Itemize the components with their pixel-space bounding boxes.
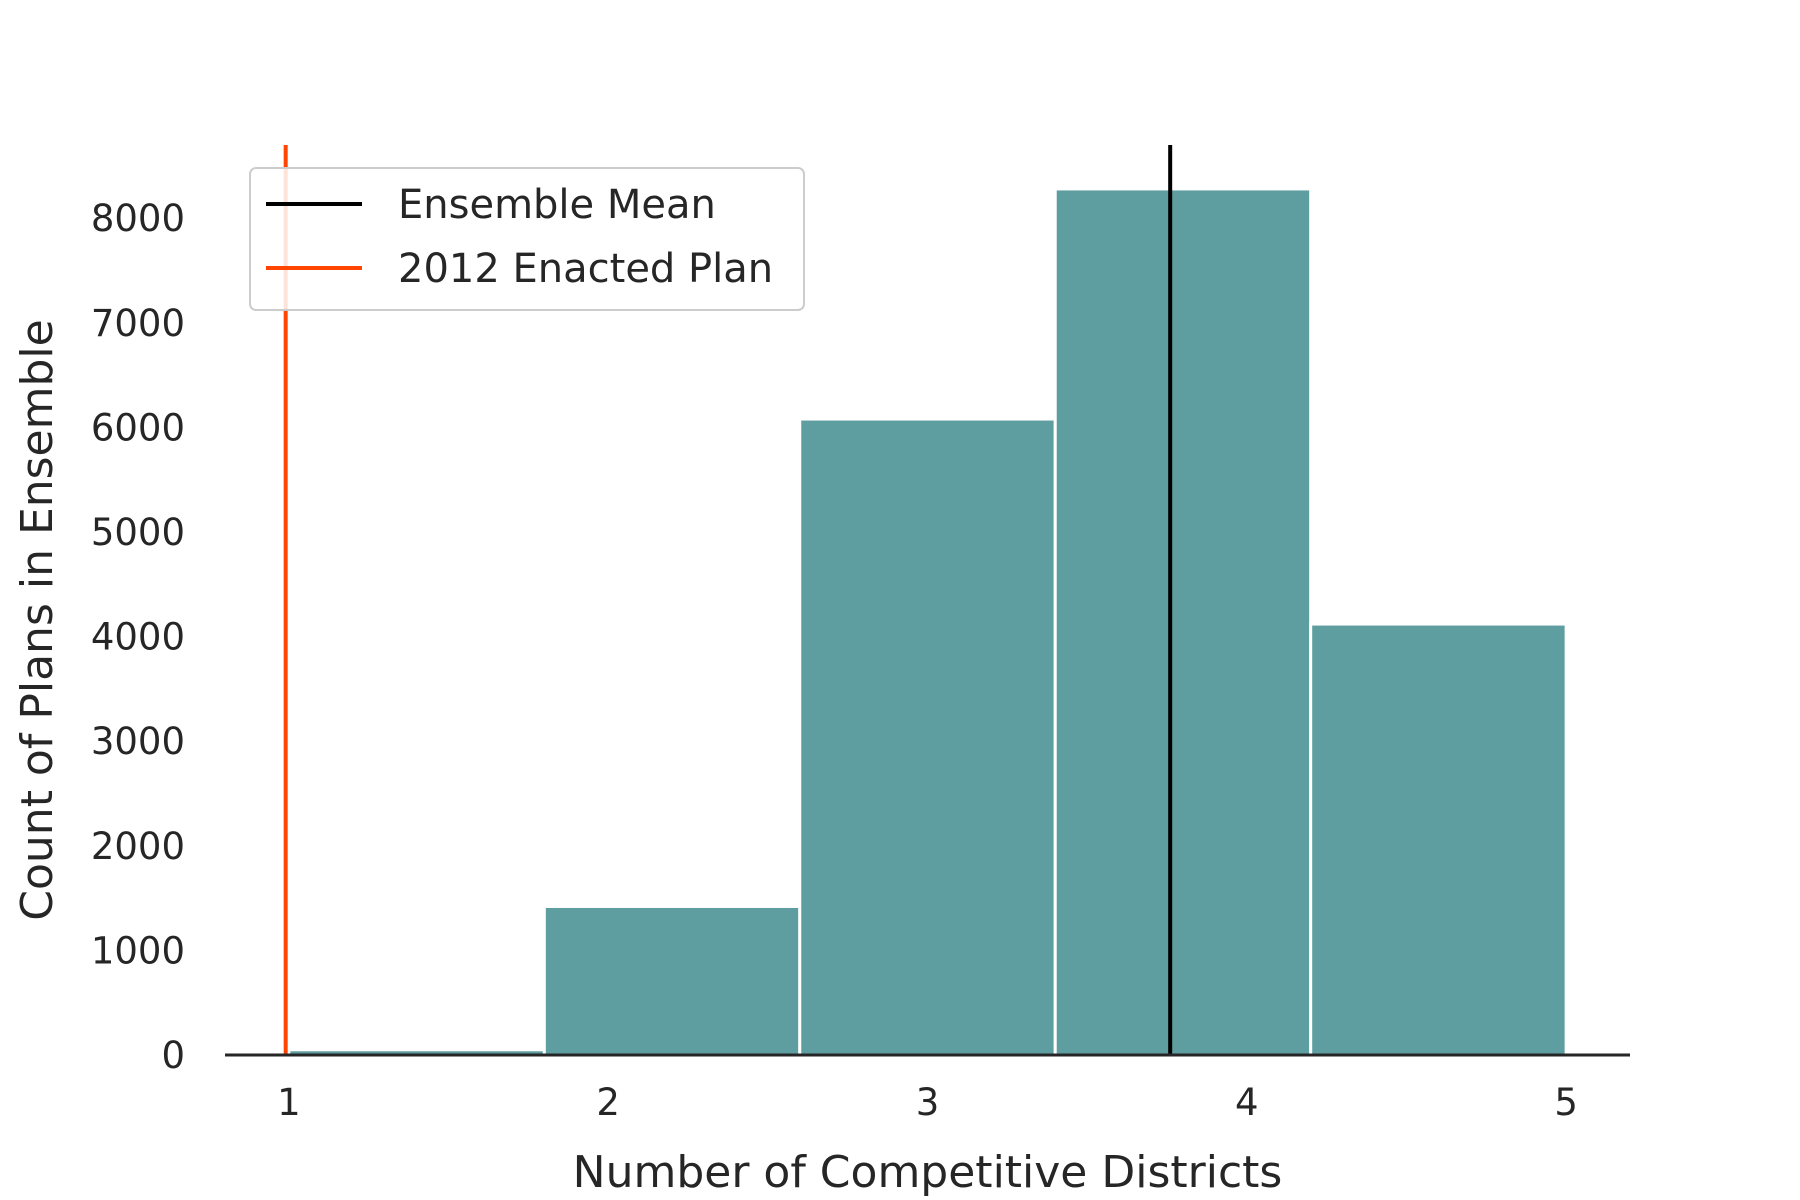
- histogram-bar-4: [1053, 187, 1313, 1057]
- y-tick-label: 6000: [91, 406, 185, 449]
- y-tick-label: 8000: [91, 197, 185, 240]
- legend-frame: [249, 167, 805, 311]
- y-tick-label: 2000: [91, 825, 185, 868]
- y-tick-label: 0: [161, 1034, 185, 1077]
- histogram-bars: [287, 187, 1568, 1057]
- y-tick-label: 3000: [91, 720, 185, 763]
- x-tick-label: 1: [277, 1081, 301, 1124]
- y-tick-label: 4000: [91, 616, 185, 659]
- histogram-bar-5: [1309, 622, 1568, 1057]
- x-tick-label: 4: [1235, 1081, 1259, 1124]
- x-axis-ticks: 1 2 3 4 5: [277, 1081, 1578, 1124]
- legend-entry-label: Ensemble Mean: [398, 182, 716, 228]
- y-axis-label: Count of Plans in Ensemble: [12, 319, 63, 920]
- x-axis-label: Number of Competitive Districts: [573, 1147, 1283, 1198]
- x-tick-label: 3: [916, 1081, 940, 1124]
- y-tick-label: 1000: [91, 929, 185, 972]
- x-tick-label: 5: [1554, 1081, 1578, 1124]
- y-tick-label: 5000: [91, 511, 185, 554]
- legend: Ensemble Mean 2012 Enacted Plan: [249, 167, 805, 311]
- legend-entry-label: 2012 Enacted Plan: [398, 246, 773, 292]
- x-tick-label: 2: [596, 1081, 620, 1124]
- histogram-bar-2: [542, 904, 802, 1057]
- y-axis-ticks: 0 1000 2000 3000 4000 5000 6000 7000 8000: [91, 197, 185, 1077]
- y-tick-label: 7000: [91, 302, 185, 345]
- histogram-bar-3: [798, 417, 1057, 1057]
